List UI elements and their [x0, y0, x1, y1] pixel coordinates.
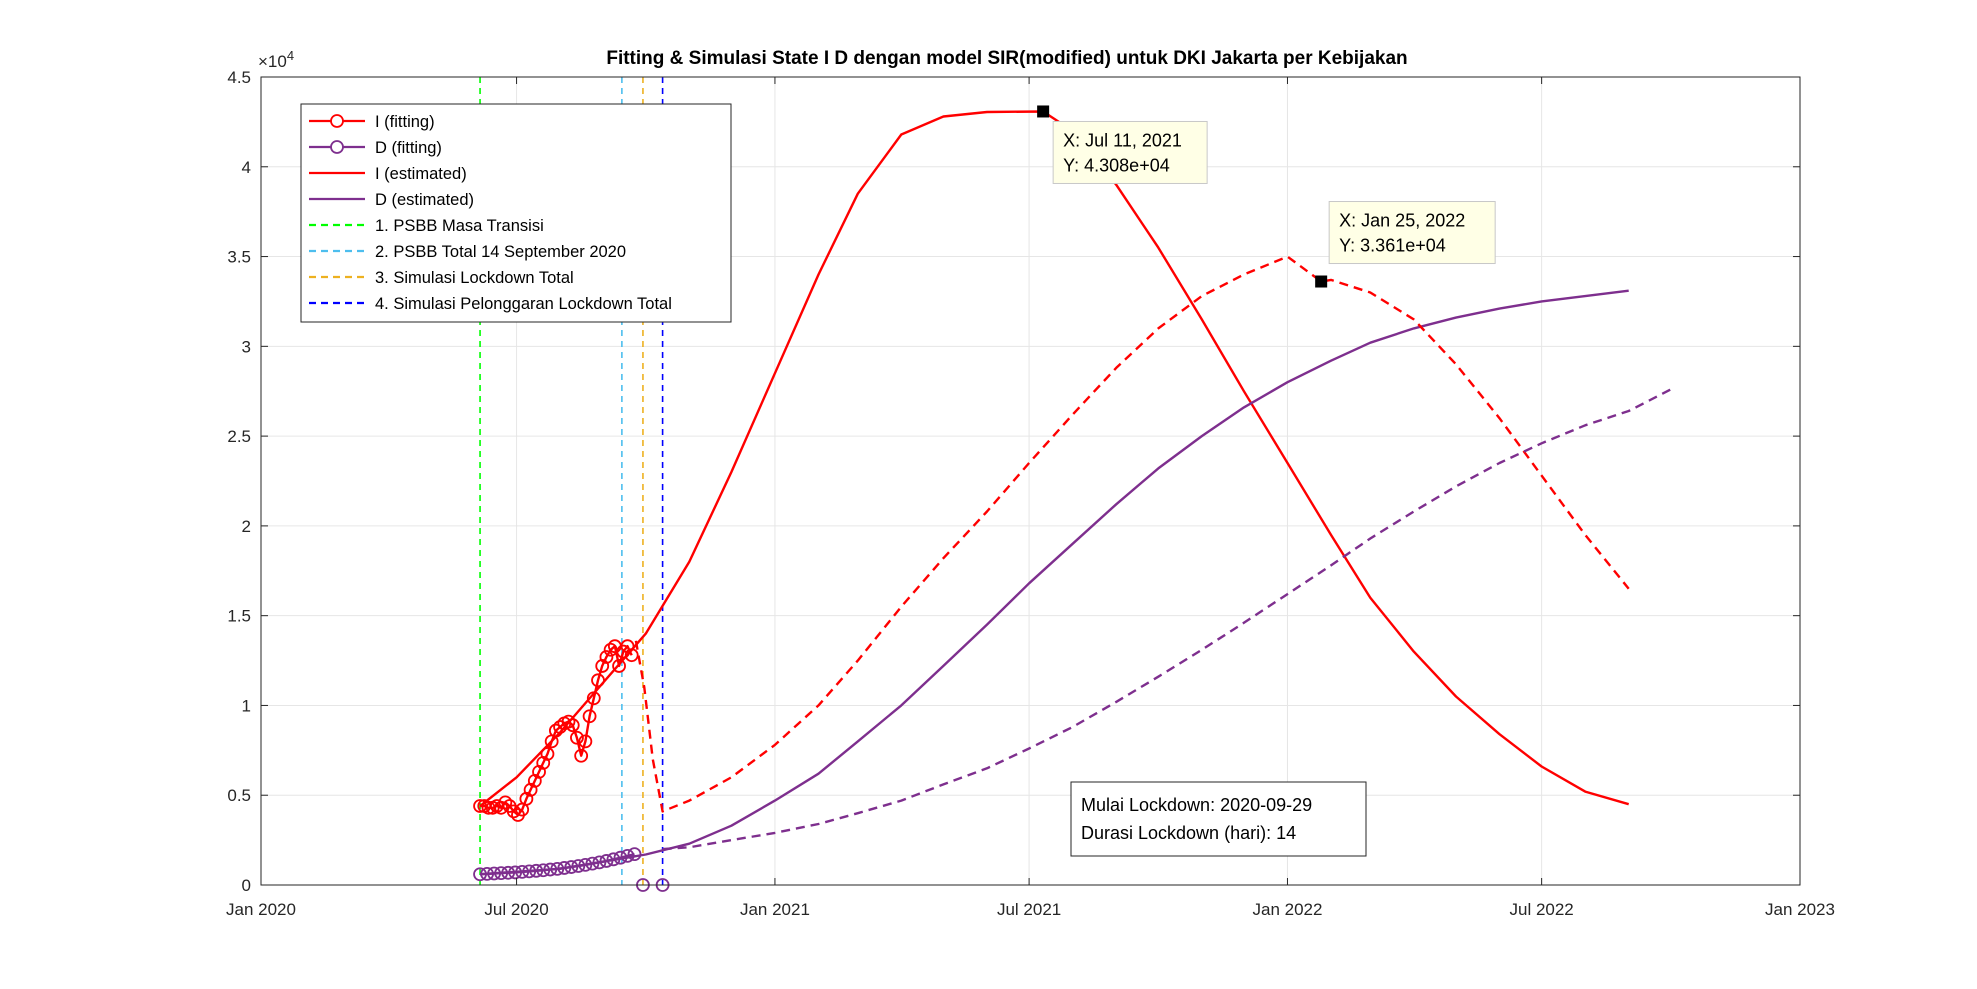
x-tick-label: Jan 2020 [226, 900, 296, 919]
x-tick-label: Jul 2020 [484, 900, 548, 919]
legend-label-2-psbb-total-14-september-2020: 2. PSBB Total 14 September 2020 [375, 243, 626, 261]
legend-label-i-estimated: I (estimated) [375, 165, 467, 183]
axes: Jan 2020 Jul 2020 Jan 2021 Jul 2021 Jan 2022… [226, 48, 1835, 919]
y-tick-label: 2 [242, 517, 251, 536]
datatip-x-text: X: Jul 11, 2021 [1063, 130, 1182, 150]
chart-title: Fitting & Simulasi State I D dengan mode… [606, 48, 1407, 69]
series-line-d-estimated [480, 289, 1629, 876]
y-tick-label: 1.5 [227, 607, 251, 626]
y-tick-label: 0 [242, 876, 251, 895]
datatip-box [1052, 120, 1208, 184]
data-point-i-fitting [574, 748, 589, 763]
data-point-i-fitting [599, 650, 614, 664]
data-point-i-fitting [561, 714, 576, 729]
axes-box [260, 76, 1801, 886]
y-tick-label: 4 [242, 158, 251, 177]
legend-label-3-simulasi-lockdown-total: 3. Simulasi Lockdown Total [375, 269, 574, 287]
annotation-line-1: Mulai Lockdown: 2020-09-29 [1081, 795, 1312, 815]
legend-label-i-fitting: I (fitting) [375, 113, 435, 131]
x-tick-label: Jul 2021 [997, 900, 1061, 919]
y-tick-label: 3.5 [227, 248, 251, 267]
legend-label-1-psbb-masa-transisi: 1. PSBB Masa Transisi [375, 217, 544, 235]
legend-marker-i-fitting [330, 114, 344, 128]
lockdown-annotation: Mulai Lockdown: 2020-09-29 Durasi Lockdow… [1070, 781, 1367, 857]
y-tick-label: 2.5 [227, 427, 251, 446]
data-point-i-fitting [506, 804, 521, 819]
y-tick-label: 4.5 [227, 68, 251, 87]
data-point-i-fitting [582, 709, 597, 724]
data-point-i-fitting [498, 795, 513, 810]
annotation-box [1070, 781, 1367, 857]
y-exponent-label: ×104 [258, 48, 294, 71]
data-point-i-fitting [612, 659, 626, 673]
datatip-box [1328, 201, 1496, 265]
x-tick-label: Jan 2023 [1765, 900, 1835, 919]
annotation-line-2: Durasi Lockdown (hari): 14 [1081, 823, 1296, 843]
datatip-marker[interactable] [1315, 275, 1328, 288]
legend-marker-d-fitting [330, 140, 344, 154]
x-tick-label: Jan 2022 [1252, 900, 1322, 919]
data-point-i-fitting [570, 730, 584, 745]
series-line-d-lockdown-simulation [662, 388, 1672, 851]
data-point-i-fitting [540, 747, 555, 761]
series-line-i-lockdown-simulation [634, 255, 1630, 813]
datatips: X: Jul 11, 2021 Y: 4.308e+04 X: Jan 25, 20… [1037, 105, 1496, 288]
y-tick-label: 3 [242, 337, 251, 356]
datatip-y-text: Y: 4.308e+04 [1063, 155, 1170, 175]
data-point-d-fitting [627, 847, 642, 862]
datatip-marker[interactable] [1037, 105, 1050, 118]
legend-box [300, 103, 732, 323]
y-tick-label: 0.5 [227, 786, 251, 805]
datatip-x-text: X: Jan 25, 2022 [1339, 211, 1465, 231]
legend-label-4-simulasi-pelonggaran-lockdown-total: 4. Simulasi Pelonggaran Lockdown Total [375, 295, 672, 313]
y-tick-label: 1 [242, 696, 251, 715]
legend-label-d-estimated: D (estimated) [375, 191, 474, 209]
data-point-i-fitting [578, 734, 593, 749]
x-tick-label: Jul 2022 [1509, 900, 1573, 919]
legend[interactable]: I (fitting) D (fitting) I (estimated) D (es… [300, 103, 732, 323]
datatip-y-text: Y: 3.361e+04 [1339, 236, 1446, 256]
legend-label-d-fitting: D (fitting) [375, 139, 442, 157]
x-tick-label: Jan 2021 [740, 900, 810, 919]
